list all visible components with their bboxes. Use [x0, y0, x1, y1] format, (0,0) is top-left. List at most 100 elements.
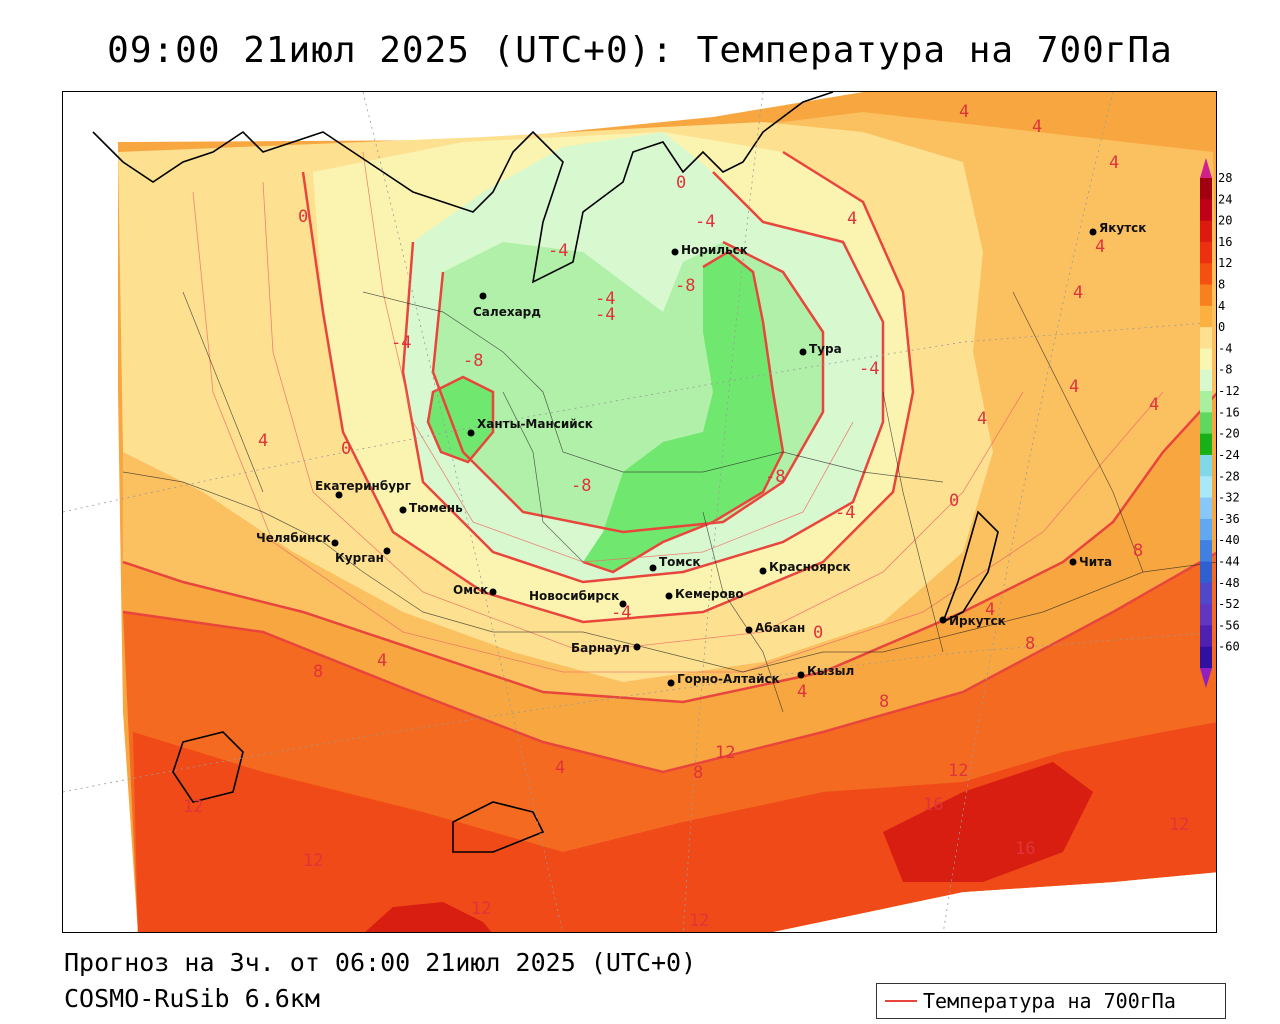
- city-dot-gorno-altaysk: [667, 679, 675, 687]
- iso-label: 12: [303, 851, 323, 871]
- iso-label: 4: [797, 682, 807, 702]
- colorbar-tick-label: -4: [1218, 341, 1232, 355]
- iso-label: 4: [847, 209, 857, 229]
- city-dot-norilsk: [671, 248, 679, 256]
- zone-hot-core: [883, 762, 1093, 882]
- colorbar-cell: [1200, 305, 1212, 328]
- coastline: [92, 92, 999, 853]
- colorbar-cell: [1200, 497, 1212, 520]
- colorbar-tick-label: 8: [1218, 278, 1225, 292]
- colorbar-cell: [1200, 454, 1212, 477]
- iso-label: 4: [1069, 377, 1079, 397]
- city-dot-yakutsk: [1089, 228, 1097, 236]
- colorbar-tick-label: -56: [1218, 618, 1240, 632]
- colorbar-tick-label: -36: [1218, 512, 1240, 526]
- iso-label: 12: [1169, 815, 1189, 835]
- model-info: COSMO-RuSib 6.6км: [64, 984, 320, 1013]
- iso-label: 8: [879, 692, 889, 712]
- iso-label: 4: [1032, 117, 1042, 137]
- map-panel[interactable]: Салехард Норильск Тура Ханты-Мансийск Ек…: [62, 91, 1217, 933]
- colorbar-tick-label: -40: [1218, 533, 1240, 547]
- iso-label: 0: [676, 173, 686, 193]
- zone-minus-12-north: [583, 252, 783, 572]
- city-dot-barnaul: [633, 643, 641, 651]
- iso-label: 4: [1109, 153, 1119, 173]
- thin-contours: [192, 151, 1164, 673]
- city-label-novosibirsk: Новосибирск: [529, 589, 619, 603]
- iso-label: 8: [313, 662, 323, 682]
- colorbar-tick-label: 4: [1218, 299, 1225, 313]
- city-dot-novosibirsk: [619, 600, 627, 608]
- isotherms: [122, 150, 1216, 774]
- colorbar-cell: [1200, 178, 1212, 200]
- city-label-kyzyl: Кызыл: [807, 664, 854, 678]
- iso-label: 12: [471, 899, 491, 919]
- colorbar-cell: [1200, 561, 1212, 584]
- city-dot-kemerovo: [665, 592, 673, 600]
- city-dot-omsk: [489, 588, 497, 596]
- city-label-tura: Тура: [809, 342, 842, 356]
- temperature-map: Салехард Норильск Тура Ханты-Мансийск Ек…: [63, 92, 1216, 932]
- colorbar-cell: [1200, 327, 1212, 349]
- colorbar-cell: [1200, 199, 1212, 222]
- iso-label: -4: [548, 241, 568, 261]
- colorbar-cell: [1200, 369, 1212, 392]
- city-label-irkutsk: Иркутск: [949, 614, 1006, 628]
- map-title: 09:00 21июл 2025 (UTC+0): Температура на…: [107, 30, 1173, 71]
- city-label-gorno-altaysk: Горно-Алтайск: [677, 672, 780, 686]
- colorbar-tick-label: 28: [1218, 171, 1232, 185]
- city-dot-tura: [799, 348, 807, 356]
- city-markers: Салехард Норильск Тура Ханты-Мансийск Ек…: [256, 221, 1146, 687]
- forecast-info: Прогноз на 3ч. от 06:00 21июл 2025 (UTC+…: [64, 948, 697, 977]
- iso-label: 0: [298, 207, 308, 227]
- colorbar-tick-label: -48: [1218, 576, 1240, 590]
- colorbar-cell: [1200, 540, 1212, 562]
- colorbar-cell: [1200, 241, 1212, 264]
- colorbar-cell: [1200, 391, 1212, 413]
- iso-label: 12: [948, 761, 968, 781]
- city-label-kurgan: Курган: [335, 551, 384, 565]
- colorbar-tick-label: -60: [1218, 640, 1240, 654]
- colorbar-tick-label: -8: [1218, 363, 1232, 377]
- colorbar-bottom-arrow: [1200, 668, 1212, 688]
- legend-line-sample: [885, 1000, 917, 1002]
- iso-label: -4: [391, 333, 411, 353]
- colorbar-tick-label: -20: [1218, 427, 1240, 441]
- colorbar-cell: [1200, 348, 1212, 371]
- iso-label: -4: [859, 359, 879, 379]
- city-label-tyumen: Тюмень: [409, 501, 463, 515]
- iso-label: 16: [1015, 839, 1035, 859]
- iso-label: -8: [571, 476, 591, 496]
- iso-label: -4: [611, 603, 631, 623]
- graticule: [63, 92, 1216, 932]
- iso-label: -4: [835, 503, 855, 523]
- city-label-barnaul: Барнаул: [571, 641, 630, 655]
- city-dot-khanty-mansiysk: [467, 429, 475, 437]
- city-label-khanty-mansiysk: Ханты-Мансийск: [477, 417, 593, 431]
- colorbar-cell: [1200, 220, 1212, 243]
- city-dot-irkutsk: [939, 616, 947, 624]
- colorbar-tick-label: -32: [1218, 491, 1240, 505]
- iso-label: 4: [377, 651, 387, 671]
- colorbar-top-arrow: [1200, 158, 1212, 178]
- colorbar-cell: [1200, 582, 1212, 605]
- iso-label: 8: [1133, 541, 1143, 561]
- colorbar-cell: [1200, 476, 1212, 499]
- colorbar-cell: [1200, 625, 1212, 648]
- city-dot-kyzyl: [797, 671, 805, 679]
- colorbar-tick-label: -24: [1218, 448, 1240, 462]
- colorbar-tick-label: -52: [1218, 597, 1240, 611]
- colorbar-cell: [1200, 412, 1212, 435]
- city-label-abakan: Абакан: [755, 621, 805, 635]
- colorbar-tick-label: -12: [1218, 384, 1240, 398]
- colorbar-cell: [1200, 284, 1212, 307]
- city-label-tomsk: Томск: [659, 555, 701, 569]
- iso-label: 16: [923, 795, 943, 815]
- colorbar-tick-label: -28: [1218, 469, 1240, 483]
- iso-label: -4: [695, 212, 715, 232]
- city-dot-krasnoyarsk: [759, 567, 767, 575]
- city-dot-tomsk: [649, 564, 657, 572]
- zone-hot-west: [365, 902, 492, 932]
- city-dot-salekhard: [479, 292, 487, 300]
- iso-label: -8: [463, 351, 483, 371]
